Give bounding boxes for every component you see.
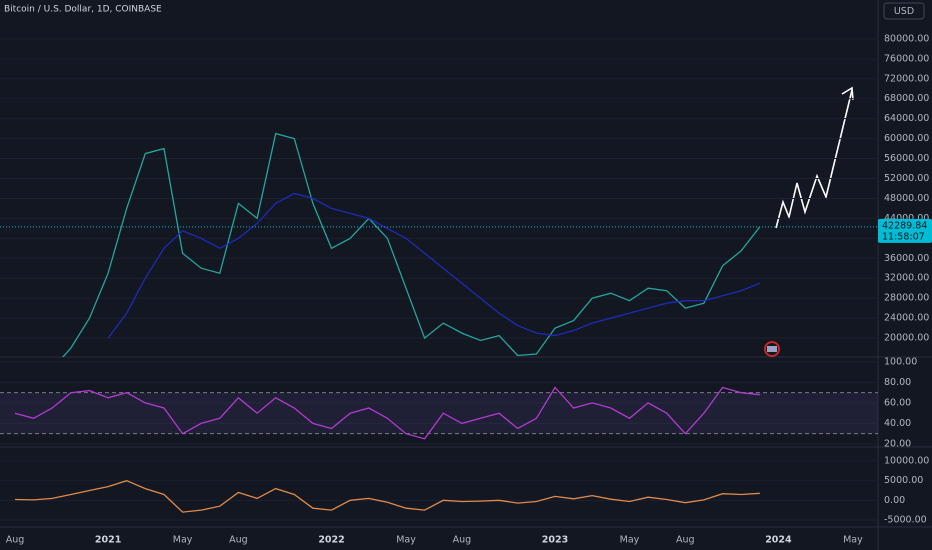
y-tick-label: 5000.00 [884, 475, 923, 486]
y-tick-label: 32000.00 [884, 273, 929, 284]
x-tick-label: Aug [453, 535, 472, 546]
pane [0, 460, 878, 521]
y-tick-label: 68000.00 [884, 93, 929, 104]
projection-arrow [775, 86, 854, 229]
x-tick-label: 2022 [318, 535, 344, 546]
y-tick-label: 24000.00 [884, 313, 929, 324]
y-tick-label: 100.00 [884, 356, 917, 367]
symbol-title: Bitcoin / U.S. Dollar, 1D, COINBASE [4, 5, 162, 15]
y-tick-label: 80000.00 [884, 33, 929, 44]
y-tick-label: 64000.00 [884, 113, 929, 124]
y-tick-label: 76000.00 [884, 53, 929, 64]
x-tick-label: May [843, 535, 863, 546]
y-tick-label: 10000.00 [884, 456, 929, 467]
y-tick-label: -5000.00 [884, 514, 927, 525]
pane [0, 38, 878, 357]
x-tick-label: Aug [676, 535, 695, 546]
y-tick-label: 52000.00 [884, 173, 929, 184]
x-tick-label: May [173, 535, 193, 546]
last-price-badge [878, 218, 932, 243]
x-tick-label: May [620, 535, 640, 546]
series-line [14, 480, 760, 513]
flag-icon [764, 341, 780, 357]
x-tick-label: 2024 [765, 535, 792, 546]
y-tick-label: 80.00 [884, 377, 911, 388]
y-tick-label: 60.00 [884, 397, 911, 408]
projection-head [841, 86, 854, 101]
y-tick-label: 20000.00 [884, 333, 929, 344]
countdown-label: 11:58:07 [882, 231, 925, 242]
last-price-label: 42289.84 [882, 220, 927, 231]
pane [0, 361, 878, 445]
series-line [14, 386, 760, 440]
x-tick-label: 2021 [95, 535, 121, 546]
currency-button[interactable] [883, 2, 925, 20]
y-tick-label: 44000.00 [884, 213, 929, 224]
rsi-band [0, 392, 878, 434]
currency-label: USD [894, 6, 914, 17]
y-tick-label: 28000.00 [884, 293, 929, 304]
y-tick-label: 20.00 [884, 438, 911, 449]
y-tick-label: 56000.00 [884, 153, 929, 164]
y-tick-label: 48000.00 [884, 193, 929, 204]
series-line [107, 192, 761, 339]
y-tick-label: 72000.00 [884, 73, 929, 84]
x-tick-label: May [396, 535, 416, 546]
x-tick-label: Aug [6, 535, 25, 546]
projection-path [775, 89, 853, 229]
series-line [62, 132, 761, 357]
y-tick-label: 36000.00 [884, 253, 929, 264]
x-tick-label: Aug [229, 535, 248, 546]
x-tick-label: 2023 [542, 535, 568, 546]
y-tick-label: 60000.00 [884, 133, 929, 144]
y-tick-label: 0.00 [884, 495, 905, 506]
y-tick-label: 40.00 [884, 418, 911, 429]
flag [767, 346, 777, 352]
